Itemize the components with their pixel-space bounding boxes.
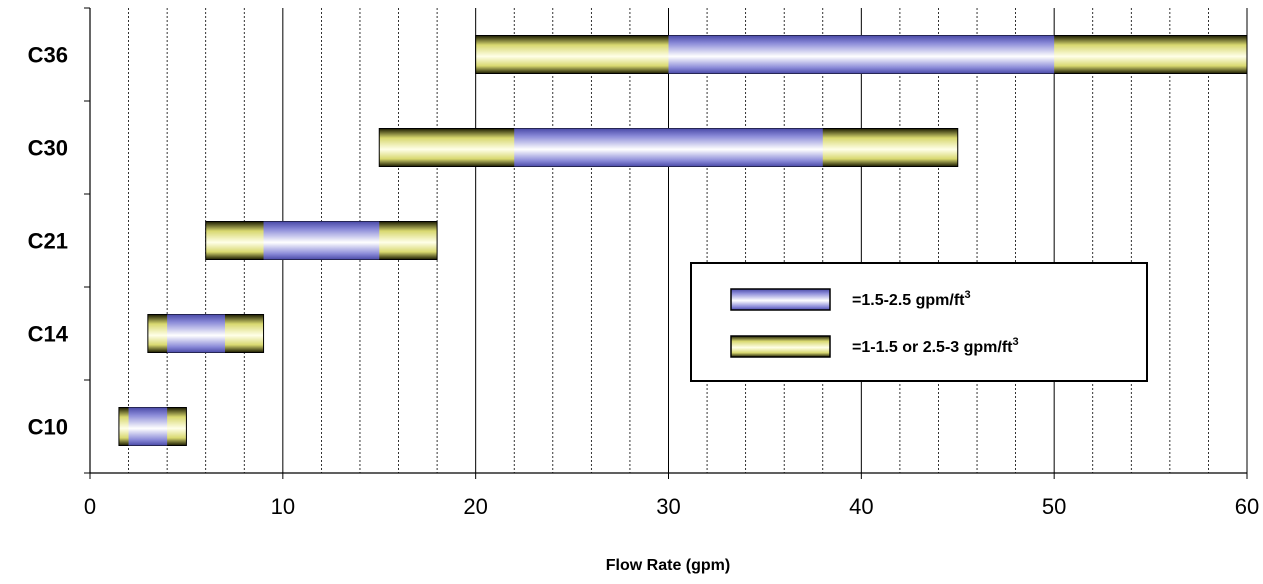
x-tick-label: 20 [463,494,487,519]
bar-c14-inner-range [167,314,225,353]
legend-label: =1.5-2.5 gpm/ft3 [852,289,971,309]
legend: =1.5-2.5 gpm/ft3 =1-1.5 or 2.5-3 gpm/ft3 [690,262,1148,382]
x-axis-title: Flow Rate (gpm) [606,557,730,574]
axis-labels: 0 10 20 30 40 50 60 C36 C30 C21 C14 C10 [28,43,1260,520]
category-label-c30: C30 [28,136,68,161]
category-label-c14: C14 [28,322,69,347]
x-tick-label: 0 [84,494,96,519]
axes [84,7,1248,479]
legend-swatch-inner-range [730,288,831,311]
bar-c30-inner-range [514,128,823,167]
bar-c21-inner-range [263,221,380,260]
x-tick-label: 10 [271,494,295,519]
range-bars [118,35,1248,446]
legend-swatch-outer-range [730,335,831,358]
category-label-c21: C21 [28,229,68,254]
legend-label: =1-1.5 or 2.5-3 gpm/ft3 [852,336,1019,356]
category-label-c10: C10 [28,415,68,440]
x-tick-label: 50 [1042,494,1066,519]
x-tick-label: 60 [1235,494,1259,519]
legend-box [690,262,1148,382]
category-label-c36: C36 [28,43,68,68]
bar-c36-inner-range [668,35,1055,74]
x-tick-label: 40 [849,494,873,519]
gridlines [128,8,1248,473]
x-tick-label: 30 [656,494,680,519]
bar-c10-inner-range [128,407,168,446]
